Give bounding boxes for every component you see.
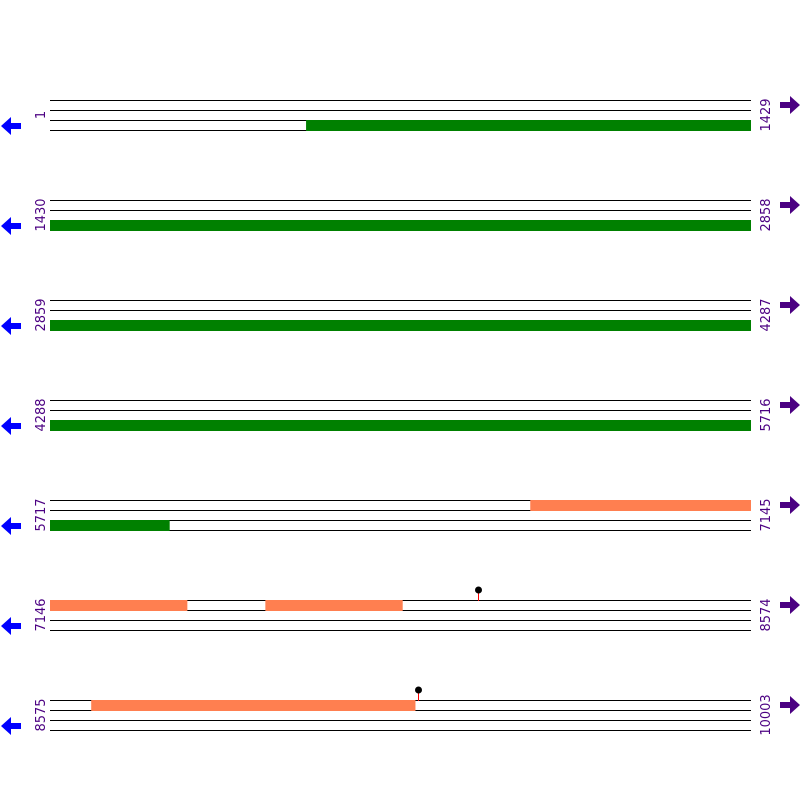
arrow-right-icon xyxy=(780,96,800,114)
arrow-right-icon xyxy=(780,296,800,314)
feature-bar xyxy=(265,600,403,611)
row-start-label: 7146 xyxy=(34,598,49,631)
feature-bar xyxy=(50,520,170,531)
lollipop-marker-icon xyxy=(475,586,482,594)
row-start-label: 2859 xyxy=(34,298,49,331)
row-start-label: 4288 xyxy=(34,398,49,431)
row-end-label: 10003 xyxy=(759,694,774,735)
arrow-left-icon xyxy=(1,317,21,335)
feature-bar xyxy=(50,600,188,611)
row-start-label: 1 xyxy=(34,111,49,119)
sequence-row: 7146 8574 xyxy=(1,586,800,635)
row-end-label: 4287 xyxy=(759,298,774,331)
arrow-right-icon xyxy=(780,496,800,514)
arrow-right-icon xyxy=(780,396,800,414)
arrow-left-icon xyxy=(1,517,21,535)
row-end-label: 2858 xyxy=(759,198,774,231)
row-end-label: 8574 xyxy=(759,598,774,631)
feature-bar xyxy=(50,220,751,231)
arrow-left-icon xyxy=(1,417,21,435)
row-end-label: 5716 xyxy=(759,398,774,431)
feature-bar xyxy=(91,700,416,711)
sequence-row: 8575 10003 xyxy=(1,686,800,736)
feature-bar xyxy=(50,420,751,431)
feature-bar xyxy=(50,320,751,331)
arrow-right-icon xyxy=(780,196,800,214)
row-start-label: 5717 xyxy=(34,498,49,531)
sequence-row: 2859 4287 xyxy=(1,296,800,335)
lollipop-marker-icon xyxy=(415,686,422,694)
arrow-left-icon xyxy=(1,217,21,235)
arrow-left-icon xyxy=(1,717,21,735)
arrow-right-icon xyxy=(780,696,800,714)
row-end-label: 7145 xyxy=(759,498,774,531)
sequence-row: 5717 7145 xyxy=(1,496,800,535)
arrow-left-icon xyxy=(1,117,21,135)
sequence-row: 1430 2858 xyxy=(1,196,800,235)
row-start-label: 8575 xyxy=(34,698,49,731)
sequence-row: 1 1429 xyxy=(1,96,800,135)
arrow-left-icon xyxy=(1,617,21,635)
feature-bar xyxy=(530,500,751,511)
arrow-right-icon xyxy=(780,596,800,614)
sequence-row: 4288 5716 xyxy=(1,396,800,435)
feature-bar xyxy=(306,120,751,131)
row-end-label: 1429 xyxy=(759,98,774,131)
row-start-label: 1430 xyxy=(34,198,49,231)
